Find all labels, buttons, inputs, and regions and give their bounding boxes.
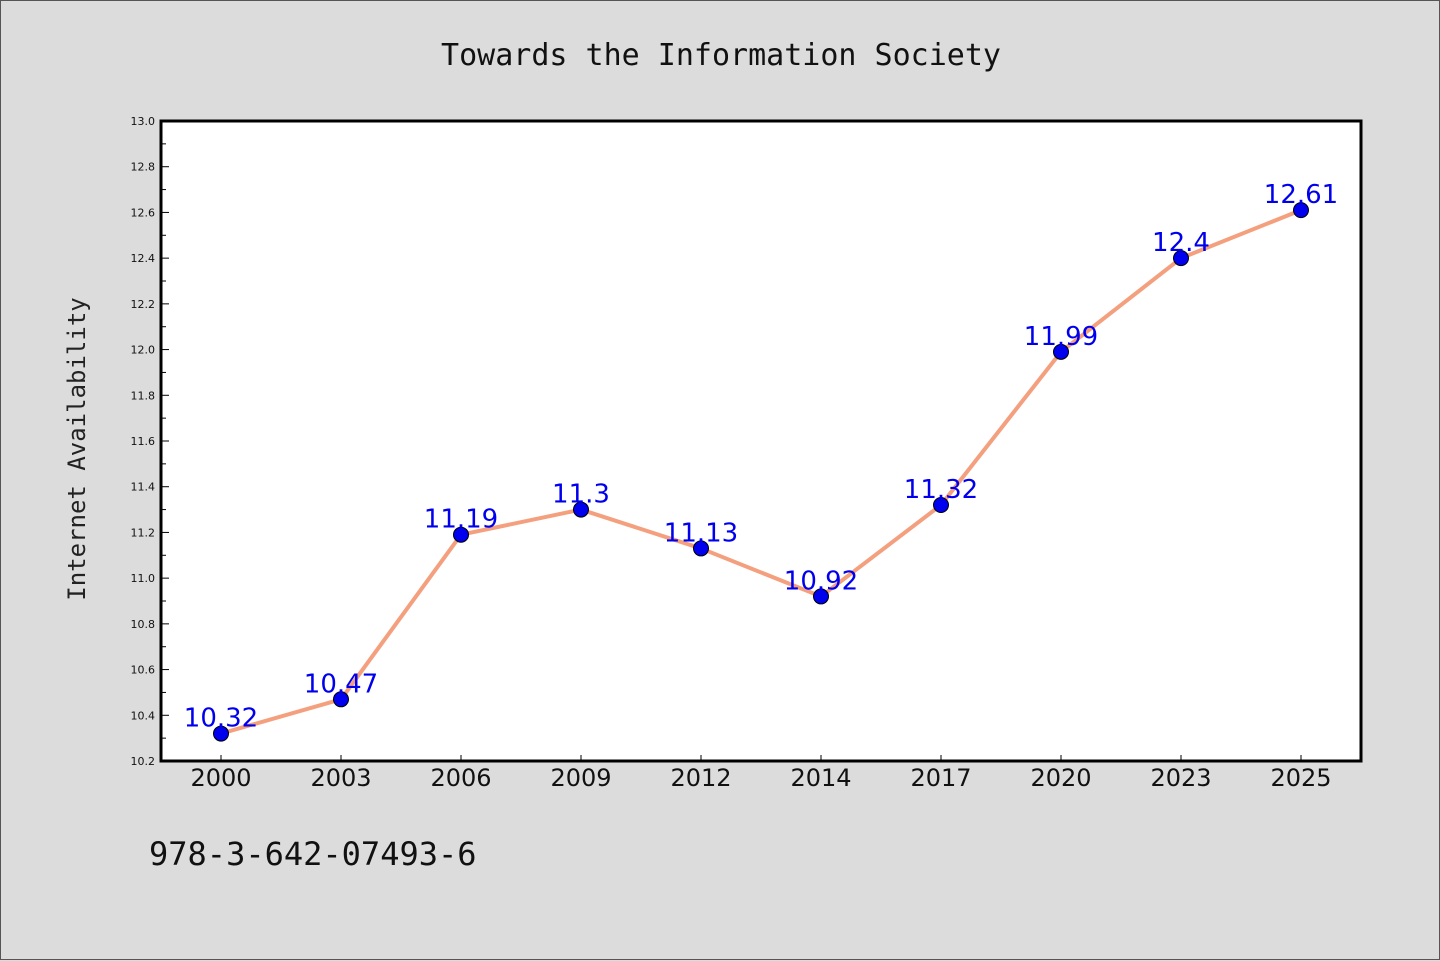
x-tick-label: 2000 [190,764,251,792]
y-tick-label: 13.0 [131,115,156,128]
data-label: 12.61 [1264,180,1338,210]
data-point-marker [1053,343,1069,360]
y-tick-label: 12.2 [131,298,156,311]
series-layer: 10.32 10.47 11.19 11.3 11.13 10.92 11.32 11.99 1… [184,180,1338,742]
data-label: 10.32 [184,704,258,734]
y-tick-label: 10.4 [131,709,156,722]
data-point-marker [573,501,589,518]
y-tick-label: 11.0 [131,572,156,585]
x-tick-label: 2009 [550,764,611,792]
data-point-marker [933,497,949,513]
data-label: 10.92 [784,566,858,596]
y-tick-label: 12.6 [131,206,156,219]
data-point-marker [1293,202,1309,219]
y-tick-label: 12.0 [131,344,156,357]
y-axis-label: Internet Availability [63,297,91,600]
data-point-marker [813,588,829,605]
data-label: 12.4 [1152,228,1210,258]
x-axis: 2000 2003 2006 2009 2012 2014 2017 2020 2023 2025 [190,755,1332,792]
x-tick-label: 2003 [310,764,371,792]
x-tick-label: 2023 [1150,764,1211,792]
data-point-marker [333,691,349,708]
data-label: 11.13 [664,518,738,548]
x-tick-label: 2014 [790,764,851,792]
x-tick-label: 2006 [430,764,491,792]
y-tick-label: 11.2 [131,526,156,539]
y-axis: 10.2 10.4 10.6 10.8 11.0 11.2 11.4 11.6 11.8 12.0… [131,115,169,768]
data-label: 11.99 [1024,322,1098,352]
series-line [219,208,1303,736]
data-point-marker [1173,250,1189,267]
data-label: 11.19 [424,505,498,535]
data-point-marker [453,526,469,543]
data-point-marker [213,725,229,742]
x-tick-label: 2012 [670,764,731,792]
x-tick-label: 2020 [1030,764,1091,792]
y-tick-label: 11.6 [131,435,156,448]
y-tick-label: 11.4 [131,481,156,494]
data-point-marker [693,540,709,557]
y-tick-label: 10.6 [131,664,156,677]
chart-title: Towards the Information Society [441,38,1001,73]
y-tick-label: 10.8 [131,618,156,631]
x-tick-label: 2017 [910,764,971,792]
data-label: 11.32 [904,475,978,505]
x-tick-label: 2025 [1270,764,1331,792]
data-label: 10.47 [304,669,378,699]
plot-area [159,119,1363,763]
y-tick-label: 11.8 [131,389,156,402]
y-tick-label: 10.2 [131,755,156,768]
y-tick-label: 12.4 [131,252,156,265]
y-tick-label: 12.8 [131,161,156,174]
data-label: 11.3 [552,480,610,510]
isbn-footer: 978-3-642-07493-6 [149,835,477,873]
